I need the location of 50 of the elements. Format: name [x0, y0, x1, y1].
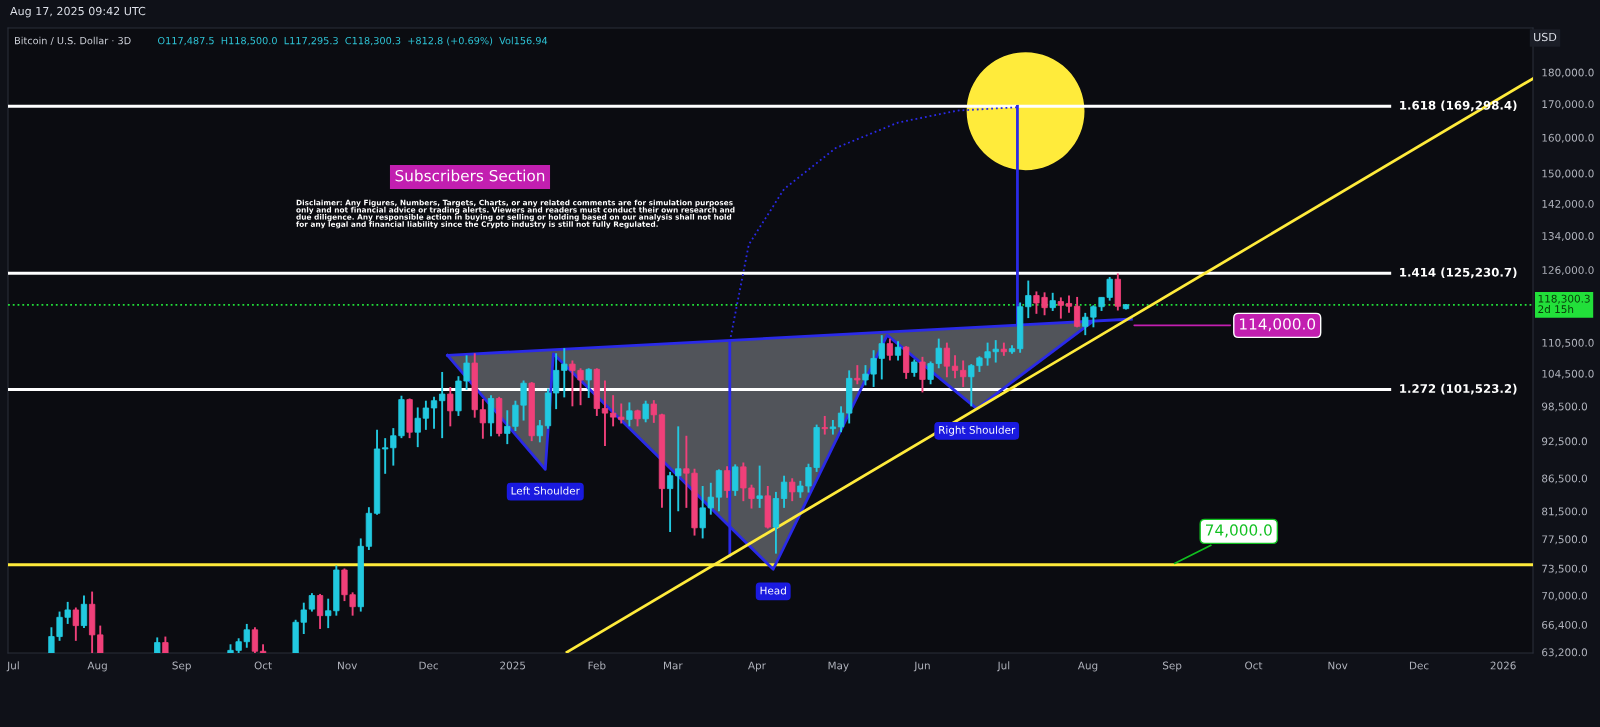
annotation: 114,000.0: [1240, 318, 1316, 332]
x-tick-label: Nov: [338, 661, 358, 670]
annotation: Subscribers Section: [395, 169, 545, 182]
y-tick-label: 150,000.0: [1542, 169, 1594, 179]
y-tick-label: 77,500.0: [1542, 535, 1588, 545]
x-tick-label: Nov: [1328, 661, 1348, 670]
text: USD: [1534, 32, 1557, 42]
y-tick-label: 81,500.0: [1542, 507, 1588, 517]
y-tick-label: 126,000.0: [1542, 266, 1594, 276]
y-tick-label: 92,500.0: [1541, 437, 1588, 447]
x-tick-label: Jun: [913, 661, 930, 672]
text: Bitcoin / U.S. Dollar · 3D: [15, 36, 131, 46]
x-tick-label: Dec: [419, 661, 439, 670]
annotation: 74,000.0: [1206, 524, 1272, 538]
y-tick-label: 86,500.0: [1542, 474, 1588, 484]
x-tick-label: Sep: [1162, 661, 1182, 672]
x-tick-label: 2026: [1490, 661, 1516, 670]
y-tick-label: 104,500.0: [1542, 369, 1594, 379]
x-tick-label: Apr: [748, 661, 766, 672]
y-tick-label: 160,000.0: [1542, 133, 1594, 143]
annotation: Right Shoulder: [939, 425, 1016, 436]
x-tick-label: 2025: [500, 661, 526, 670]
annotation: Head: [760, 586, 786, 595]
y-tick-label: 63,200.0: [1542, 648, 1588, 658]
x-tick-label: May: [828, 661, 849, 672]
y-tick-label: 134,000.0: [1542, 232, 1594, 241]
x-tick-label: Sep: [172, 661, 191, 672]
x-tick-label: Oct: [1245, 661, 1263, 670]
ref-line-label: 1.272 (101,523.2): [1400, 383, 1517, 395]
x-tick-label: Mar: [664, 661, 683, 670]
y-tick-label: 73,500.0: [1542, 564, 1588, 574]
y-tick-label: 110,500.0: [1542, 338, 1594, 348]
ref-line-label: 1.414 (125,230.7): [1400, 267, 1517, 279]
x-tick-label: Oct: [254, 661, 272, 670]
annotation: Left Shoulder: [511, 486, 580, 495]
ref-line-label: 118,300.3 2d 15h: [1538, 294, 1590, 314]
text: Aug 17, 2025 09:42 UTC: [10, 6, 146, 18]
x-tick-label: Feb: [588, 661, 606, 670]
x-tick-label: Aug: [87, 661, 107, 672]
x-tick-label: Aug: [1077, 661, 1098, 672]
x-tick-label: Jul: [997, 661, 1010, 672]
y-tick-label: 170,000.0: [1542, 100, 1594, 110]
text: O117,487.5 H118,500.0 L117,295.3 C118,300.3 +812.8 (+0.69%) Vol156.94: [158, 36, 548, 46]
y-tick-label: 98,500.0: [1541, 402, 1588, 412]
x-tick-label: Jul: [6, 661, 19, 672]
y-tick-label: 66,400.0: [1542, 620, 1588, 630]
y-tick-label: 70,000.0: [1542, 591, 1588, 601]
y-tick-label: 142,000.0: [1542, 199, 1594, 209]
y-tick-label: 180,000.0: [1542, 68, 1594, 78]
x-tick-label: Dec: [1409, 661, 1429, 670]
